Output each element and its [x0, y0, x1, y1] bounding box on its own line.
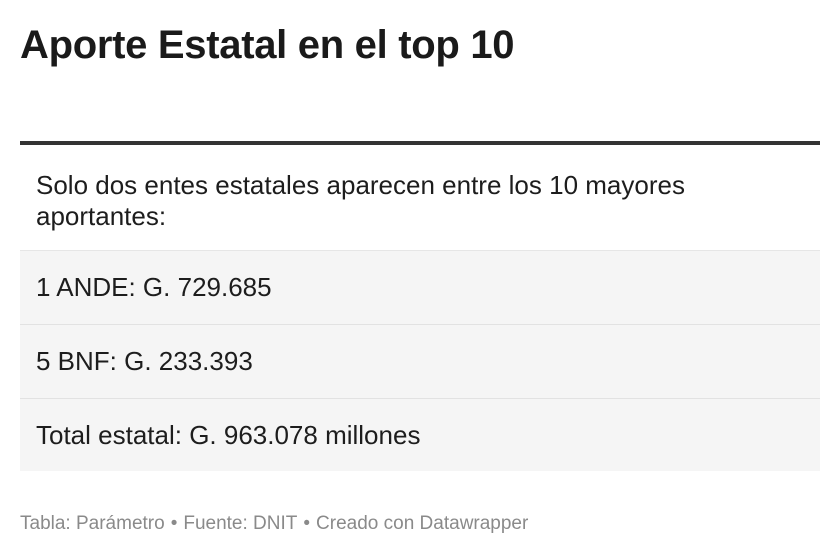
data-table: Solo dos entes estatales aparecen entre … [20, 141, 820, 471]
footer-separator: • [303, 513, 311, 534]
table-row-total: Total estatal: G. 963.078 millones [20, 399, 820, 471]
footer-credits: Tabla: Parámetro • Fuente: DNIT • Creado con… [20, 512, 528, 536]
table-header-cell: Solo dos entes estatales aparecen entre … [20, 145, 820, 251]
footer-source: Fuente: DNIT [183, 513, 298, 534]
footer-separator: • [170, 513, 178, 534]
table-row-bnf: 5 BNF: G. 233.393 [20, 325, 820, 399]
footer-datawrapper-link[interactable]: Creado con Datawrapper [316, 513, 529, 534]
footer-table-credit: Tabla: Parámetro [20, 513, 165, 534]
datawrapper-table-widget: Aporte Estatal en el top 10 Solo dos ent… [20, 0, 820, 534]
page-title: Aporte Estatal en el top 10 [20, 23, 515, 67]
table-row-ande: 1 ANDE: G. 729.685 [20, 251, 820, 325]
